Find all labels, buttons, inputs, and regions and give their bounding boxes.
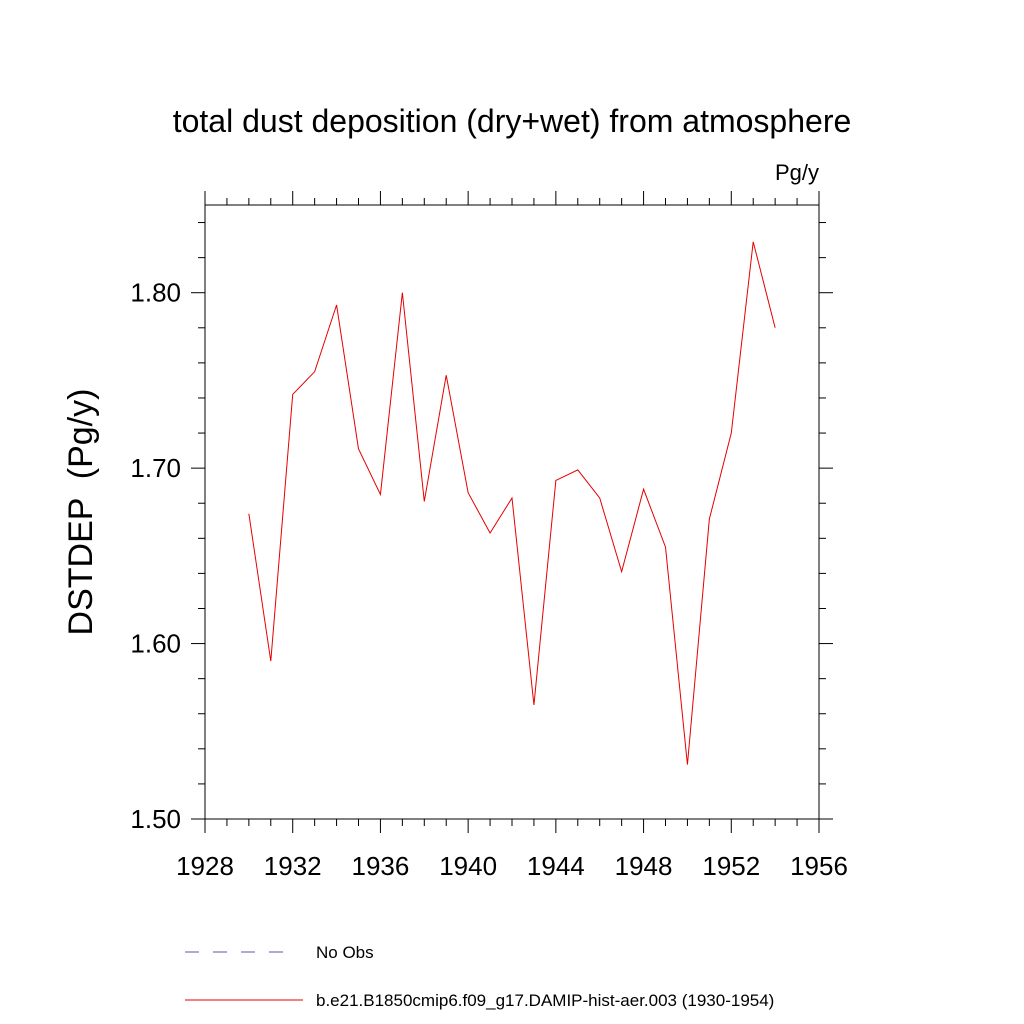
y-axis-ticks: 1.50 1.60 1.70 1.80	[130, 222, 833, 834]
legend: No Obs b.e21.B1850cmip6.f09_g17.DAMIP-his…	[185, 943, 774, 1010]
y-tick-label: 1.50	[130, 804, 181, 834]
y-tick-label: 1.80	[130, 278, 181, 308]
x-tick-label: 1936	[352, 851, 410, 881]
chart-title: total dust deposition (dry+wet) from atm…	[173, 103, 852, 139]
x-tick-label: 1948	[615, 851, 673, 881]
series-layer	[248, 241, 776, 765]
units-label: Pg/y	[775, 160, 819, 185]
x-tick-label: 1944	[527, 851, 585, 881]
x-tick-label: 1952	[702, 851, 760, 881]
y-axis-label: DSTDEP (Pg/y)	[62, 389, 100, 636]
x-tick-label: 1956	[790, 851, 848, 881]
series-line	[248, 241, 776, 765]
y-tick-label: 1.60	[130, 629, 181, 659]
x-tick-label: 1932	[264, 851, 322, 881]
legend-label: b.e21.B1850cmip6.f09_g17.DAMIP-hist-aer.…	[316, 991, 774, 1010]
y-tick-label: 1.70	[130, 453, 181, 483]
legend-label: No Obs	[316, 943, 374, 962]
x-tick-label: 1928	[176, 851, 234, 881]
x-tick-label: 1940	[439, 851, 497, 881]
plot-frame	[204, 204, 820, 820]
x-axis-ticks: 1928 1932 1936 1940 1944 1948 1952 1956	[176, 191, 848, 881]
